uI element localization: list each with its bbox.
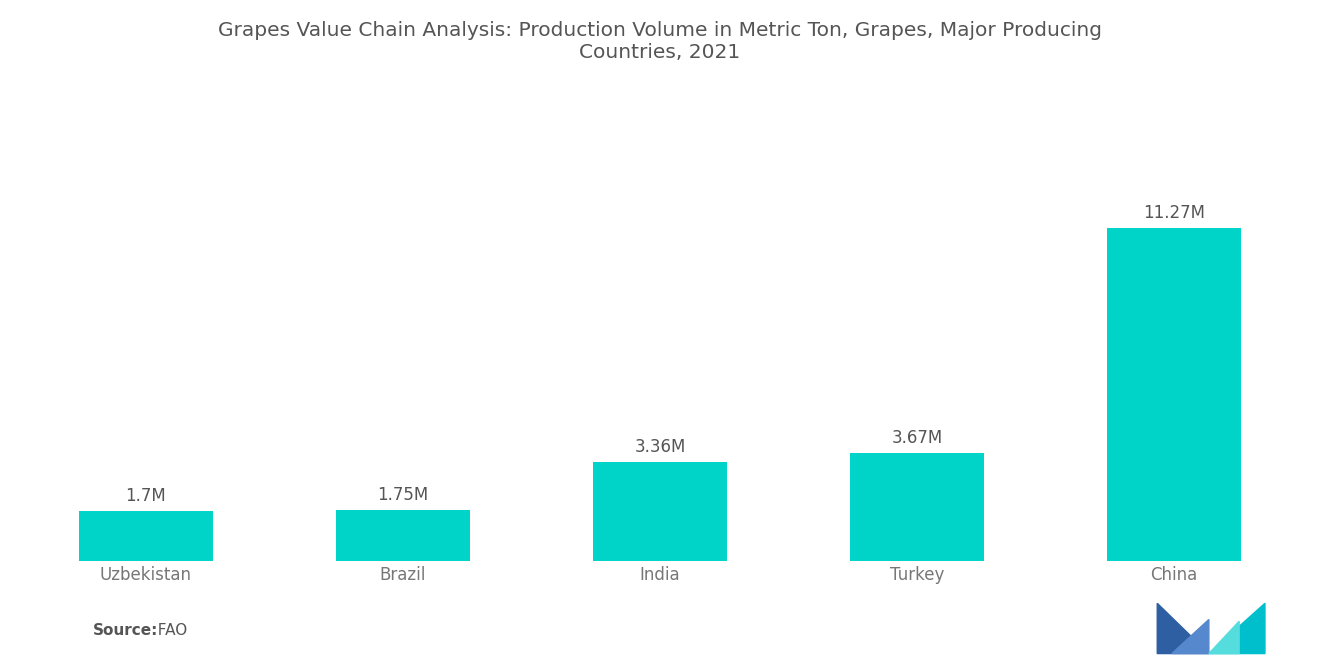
Bar (593, 462, 727, 561)
Text: Source:: Source: (92, 623, 158, 638)
Text: 3.36M: 3.36M (635, 438, 685, 456)
Polygon shape (1209, 603, 1265, 654)
Text: 3.67M: 3.67M (891, 429, 942, 447)
Bar (850, 453, 983, 561)
Text: 1.7M: 1.7M (125, 487, 166, 505)
Text: 11.27M: 11.27M (1143, 204, 1205, 222)
Text: 1.75M: 1.75M (378, 486, 429, 504)
Text: FAO: FAO (148, 623, 187, 638)
Polygon shape (1158, 603, 1209, 654)
Bar (337, 509, 470, 561)
Bar (1107, 228, 1241, 561)
Polygon shape (1172, 620, 1209, 654)
Title: Grapes Value Chain Analysis: Production Volume in Metric Ton, Grapes, Major Prod: Grapes Value Chain Analysis: Production … (218, 21, 1102, 62)
Bar (79, 511, 213, 561)
Polygon shape (1209, 621, 1239, 654)
